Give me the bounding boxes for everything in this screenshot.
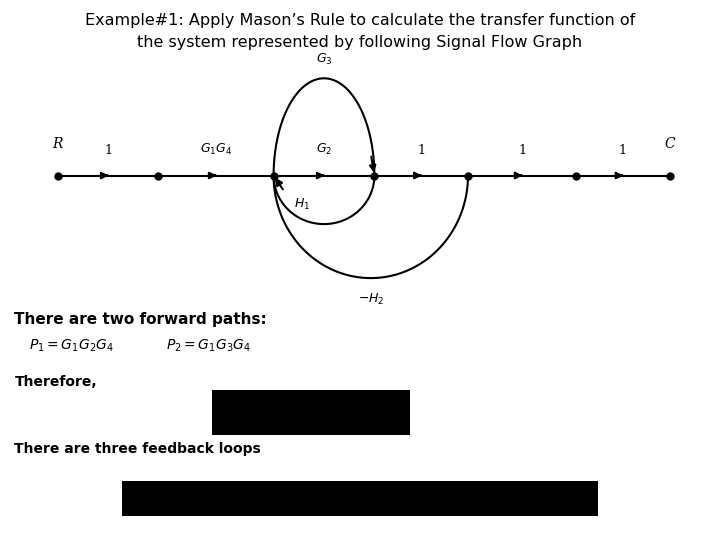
Text: 1: 1	[104, 144, 112, 157]
Bar	[122, 481, 598, 516]
Text: There are three feedback loops: There are three feedback loops	[14, 442, 261, 456]
Text: Therefore,: Therefore,	[14, 375, 97, 389]
Text: Example#1: Apply Mason’s Rule to calculate the transfer function of: Example#1: Apply Mason’s Rule to calcula…	[85, 14, 635, 29]
Text: C: C	[665, 137, 675, 151]
Text: $-H_2$: $-H_2$	[358, 292, 384, 307]
Bar	[212, 390, 410, 435]
Text: $H_1$: $H_1$	[294, 197, 310, 212]
Text: 1: 1	[518, 144, 526, 157]
Text: 1: 1	[618, 144, 627, 157]
Text: $P_2 = G_1G_3G_4$: $P_2 = G_1G_3G_4$	[166, 338, 251, 354]
Text: There are two forward paths:: There are two forward paths:	[14, 312, 267, 327]
Text: R: R	[53, 137, 63, 151]
Text: the system represented by following Signal Flow Graph: the system represented by following Sign…	[138, 35, 582, 50]
Text: $G_1G_4$: $G_1G_4$	[200, 141, 232, 157]
Text: 1: 1	[417, 144, 426, 157]
Text: $G_2$: $G_2$	[316, 141, 332, 157]
Text: $P_1 = G_1G_2G_4$: $P_1 = G_1G_2G_4$	[29, 338, 114, 354]
Text: $G_3$: $G_3$	[315, 52, 333, 68]
